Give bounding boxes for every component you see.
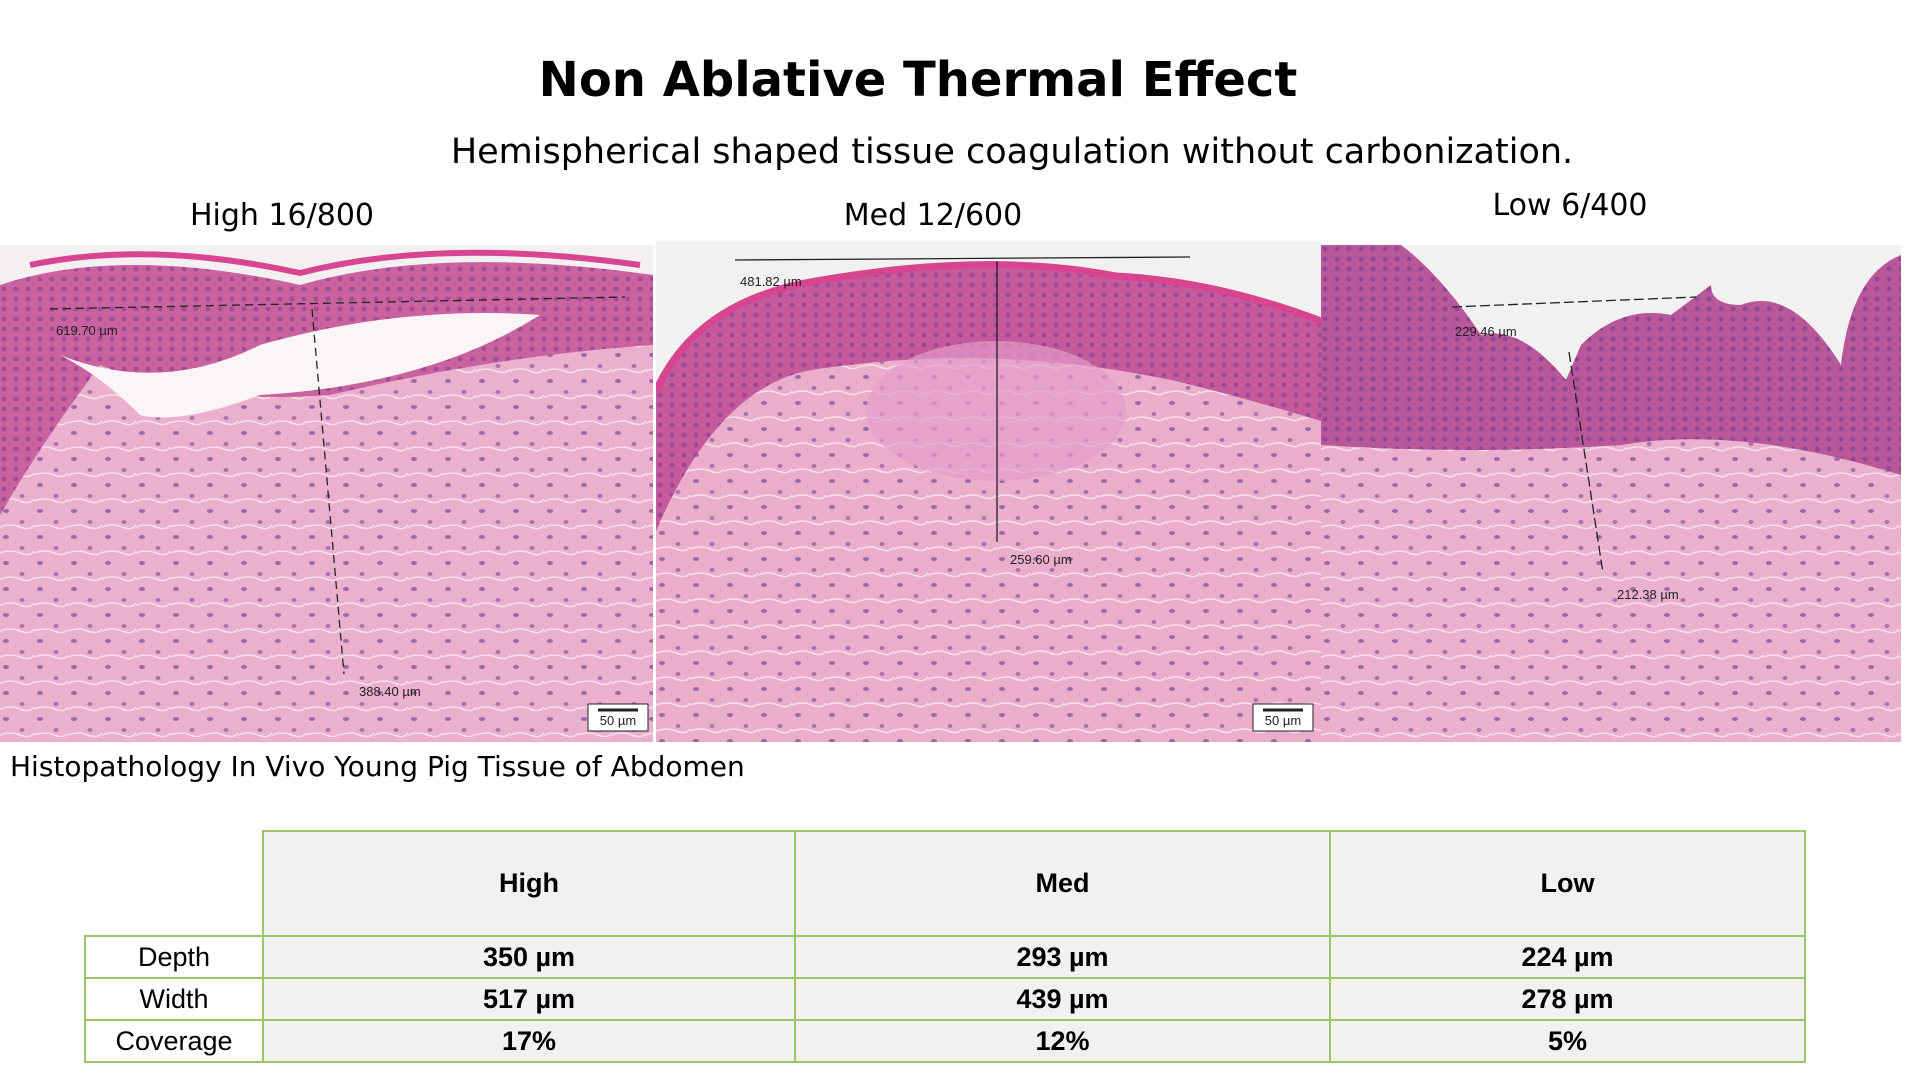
- table-cell: 439 µm: [794, 977, 1331, 1021]
- table-cell: 350 µm: [262, 935, 796, 979]
- scale-bar-label: 50 µm: [1265, 713, 1301, 728]
- measurement-label: 388.40 µm: [359, 684, 421, 699]
- row-label: Width: [84, 977, 264, 1021]
- row-label: Depth: [84, 935, 264, 979]
- measurement-label: 259.60 µm: [1010, 552, 1072, 567]
- table-header: Med: [794, 830, 1331, 937]
- histology-image: 619.70 µm 388.40 µm 50 µm: [0, 245, 653, 742]
- table-cell: 224 µm: [1329, 935, 1806, 979]
- caption: Histopathology In Vivo Young Pig Tissue …: [10, 750, 745, 783]
- measurement-label: 619.70 µm: [56, 323, 118, 338]
- measurement-label: 481.82 µm: [740, 274, 802, 289]
- table-header: Low: [1329, 830, 1806, 937]
- panel-label: Low 6/400: [1492, 188, 1648, 223]
- measurement-label: 229.46 µm: [1455, 324, 1517, 339]
- panel-label: Med 12/600: [843, 198, 1023, 233]
- table-header: High: [262, 830, 796, 937]
- measurement-label: 212.38 µm: [1617, 587, 1679, 602]
- row-label: Coverage: [84, 1019, 264, 1063]
- table-cell: 517 µm: [262, 977, 796, 1021]
- table-cell: 5%: [1329, 1019, 1806, 1063]
- title: Non Ablative Thermal Effect: [538, 52, 1298, 108]
- histology-image: 481.82 µm 259.60 µm 50 µm: [656, 241, 1321, 742]
- histology-image: 229.46 µm 212.38 µm: [1321, 245, 1901, 742]
- table-cell: 12%: [794, 1019, 1331, 1063]
- table-cell: 293 µm: [794, 935, 1331, 979]
- panel-label: High 16/800: [189, 198, 375, 233]
- subtitle: Hemispherical shaped tissue coagulation …: [450, 132, 1574, 172]
- scale-bar-label: 50 µm: [600, 713, 636, 728]
- table-cell: 278 µm: [1329, 977, 1806, 1021]
- table-cell: 17%: [262, 1019, 796, 1063]
